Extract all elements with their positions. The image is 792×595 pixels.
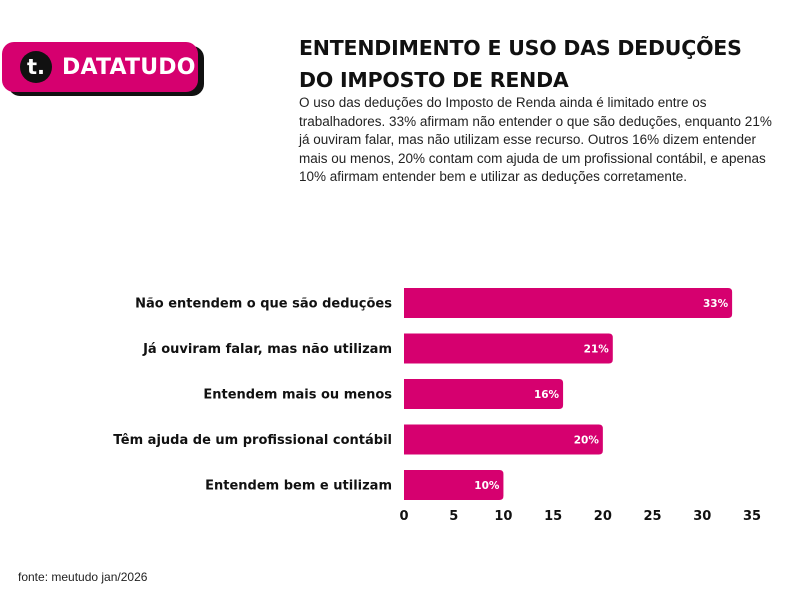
category-label: Entendem mais ou menos bbox=[203, 388, 392, 403]
data-label: 20% bbox=[574, 435, 600, 447]
bar bbox=[404, 333, 613, 364]
data-label: 16% bbox=[534, 389, 560, 401]
bars-layer: Não entendem o que são deduções 33% Já ouv… bbox=[113, 288, 733, 500]
brand-logo-icon: t. bbox=[20, 51, 52, 83]
source-note: fonte: meutudo jan/2026 bbox=[18, 570, 148, 584]
x-axis: 0 5 10 15 20 25 30 35 bbox=[399, 509, 761, 524]
title-line-1: ENTENDIMENTO E USO DAS DEDUÇÕES bbox=[299, 36, 742, 60]
brand-badge: t. DATATUDO bbox=[2, 42, 198, 92]
data-label: 33% bbox=[703, 298, 729, 310]
x-tick-label: 30 bbox=[693, 509, 711, 524]
x-tick-label: 5 bbox=[449, 509, 458, 524]
x-tick-label: 20 bbox=[594, 509, 612, 524]
category-label: Entendem bem e utilizam bbox=[205, 479, 392, 494]
x-tick-label: 0 bbox=[399, 509, 408, 524]
data-label: 21% bbox=[584, 344, 610, 356]
bar bbox=[404, 379, 564, 409]
bar bbox=[404, 288, 733, 318]
chart-description: O uso das deduções do Imposto de Renda a… bbox=[299, 95, 772, 184]
title-line-2: DO IMPOSTO DE RENDA bbox=[299, 68, 569, 92]
bar bbox=[404, 470, 504, 500]
category-label: Não entendem o que são deduções bbox=[135, 297, 392, 312]
brand-name: DATATUDO bbox=[62, 54, 196, 80]
x-tick-label: 15 bbox=[544, 509, 562, 524]
x-tick-label: 25 bbox=[644, 509, 662, 524]
bar-chart: Não entendem o que são deduções 33% Já ouv… bbox=[113, 288, 761, 524]
page-title: ENTENDIMENTO E USO DAS DEDUÇÕES DO IMPOS… bbox=[299, 32, 769, 96]
bar bbox=[404, 424, 603, 455]
data-label: 10% bbox=[474, 480, 500, 492]
x-tick-label: 10 bbox=[494, 509, 512, 524]
category-label: Têm ajuda de um profissional contábil bbox=[113, 433, 392, 448]
category-label: Já ouviram falar, mas não utilizam bbox=[142, 342, 392, 357]
x-tick-label: 35 bbox=[743, 509, 761, 524]
